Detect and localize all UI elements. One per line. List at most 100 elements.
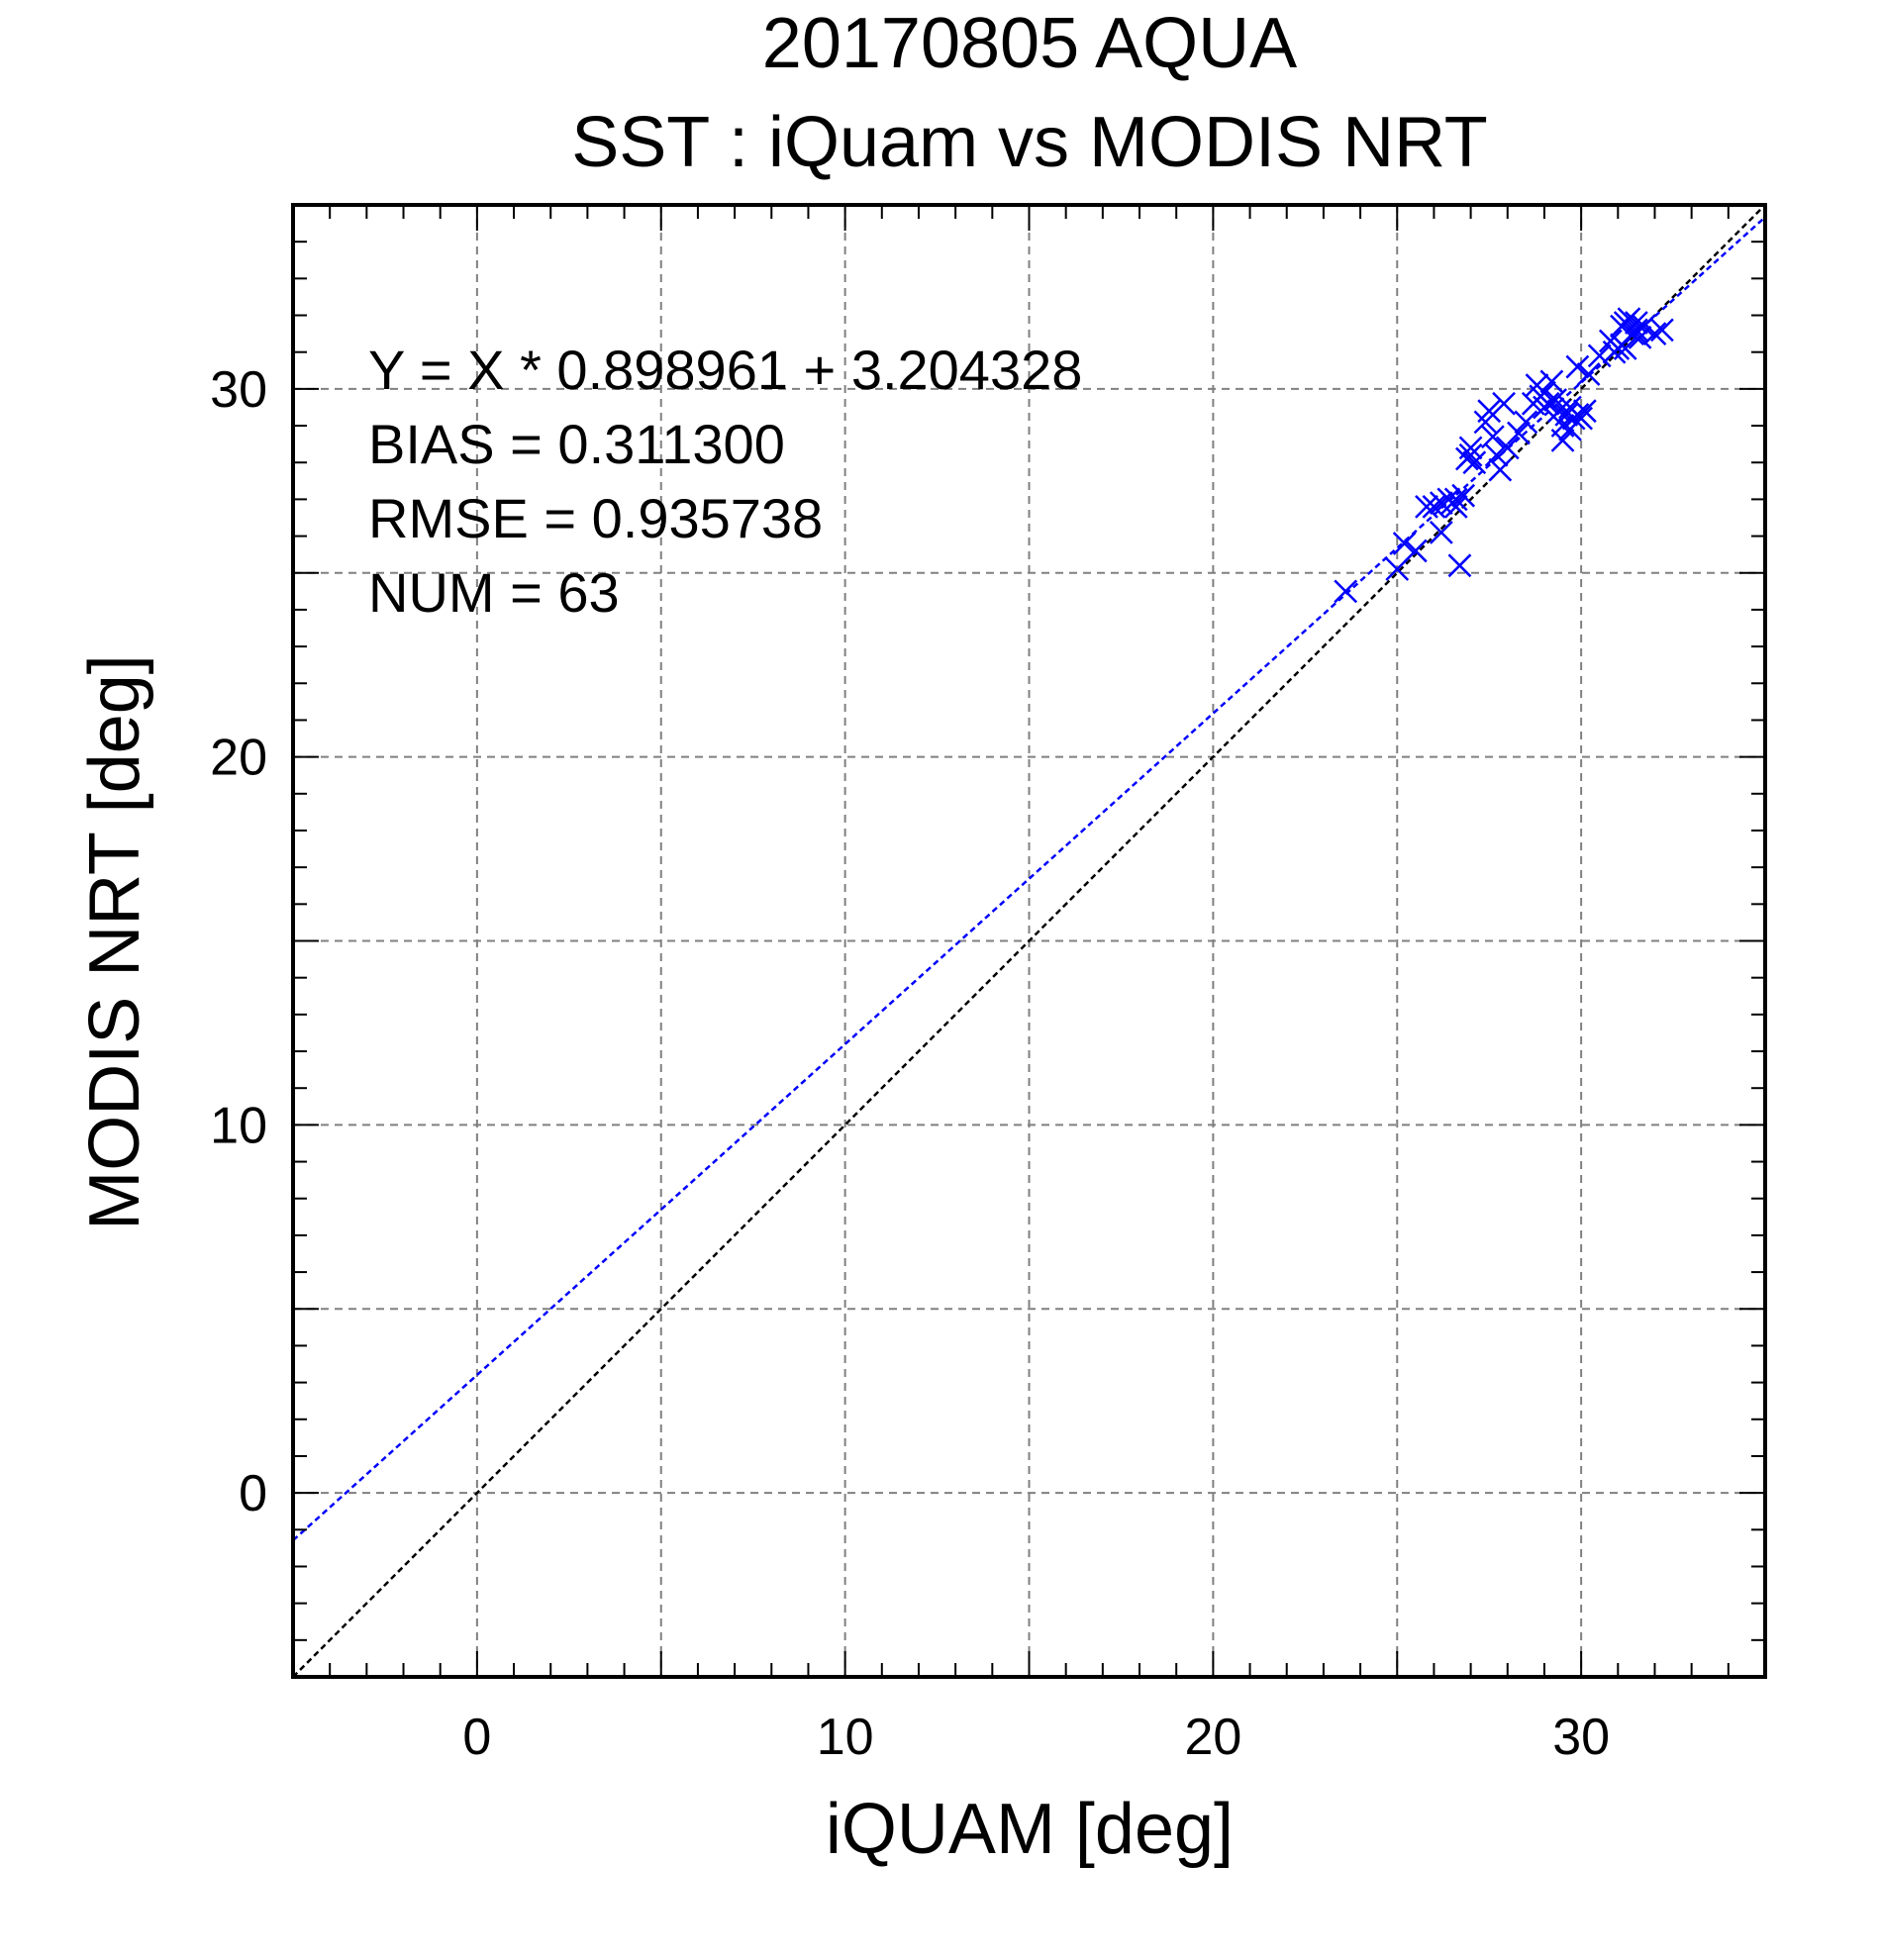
stats-rmse: RMSE = 0.935738 bbox=[368, 487, 823, 549]
x-axis-label: iQUAM [deg] bbox=[826, 1790, 1234, 1869]
marker-stroke bbox=[1625, 311, 1648, 335]
y-tick-label: 0 bbox=[239, 1465, 267, 1522]
data-point-marker bbox=[1554, 403, 1579, 427]
data-point-marker bbox=[1514, 410, 1538, 435]
data-point-marker bbox=[1642, 322, 1667, 345]
marker-stroke bbox=[1642, 322, 1667, 345]
marker-stroke bbox=[1429, 520, 1453, 544]
x-tick-label: 0 bbox=[462, 1709, 491, 1766]
marker-stroke bbox=[1587, 343, 1612, 368]
marker-stroke bbox=[1458, 442, 1483, 467]
marker-stroke bbox=[1543, 388, 1567, 412]
data-point-marker bbox=[1422, 494, 1446, 519]
data-point-marker bbox=[1451, 483, 1476, 508]
data-point-marker bbox=[1403, 539, 1428, 563]
identity-line bbox=[293, 205, 1765, 1677]
data-point-marker bbox=[1492, 391, 1516, 416]
marker-stroke bbox=[1617, 307, 1641, 332]
data-point-marker bbox=[1415, 494, 1438, 519]
chart-title: 20170805 AQUA bbox=[762, 4, 1297, 83]
data-point-marker bbox=[1429, 491, 1453, 516]
data-point-marker bbox=[1632, 314, 1656, 339]
marker-stroke bbox=[1477, 399, 1502, 424]
marker-stroke bbox=[1415, 494, 1438, 519]
data-point-marker bbox=[1617, 307, 1641, 332]
data-point-marker bbox=[1535, 391, 1560, 416]
marker-stroke bbox=[1569, 406, 1594, 431]
data-point-marker bbox=[1550, 429, 1575, 452]
marker-stroke bbox=[1514, 410, 1538, 435]
marker-stroke bbox=[1492, 391, 1516, 416]
data-point-marker bbox=[1392, 532, 1417, 555]
data-point-marker bbox=[1572, 399, 1597, 424]
data-point-marker bbox=[1495, 436, 1520, 460]
marker-stroke bbox=[1334, 579, 1358, 604]
marker-stroke bbox=[1422, 494, 1446, 519]
data-point-marker bbox=[1507, 421, 1531, 445]
data-point-marker bbox=[1334, 579, 1358, 604]
marker-stroke bbox=[1429, 491, 1453, 516]
marker-stroke bbox=[1632, 314, 1656, 339]
marker-stroke bbox=[1392, 532, 1417, 555]
marker-stroke bbox=[1443, 487, 1468, 512]
data-point-marker bbox=[1385, 557, 1410, 581]
data-point-marker bbox=[1447, 553, 1472, 578]
data-points bbox=[1334, 307, 1674, 604]
axis-ticks bbox=[293, 205, 1765, 1677]
data-point-marker bbox=[1481, 425, 1505, 449]
marker-stroke bbox=[1535, 391, 1560, 416]
data-point-marker bbox=[1462, 450, 1487, 475]
marker-stroke bbox=[1613, 337, 1637, 360]
data-point-marker bbox=[1576, 362, 1601, 386]
data-point-marker bbox=[1429, 520, 1453, 544]
data-point-marker bbox=[1477, 399, 1502, 424]
data-point-marker bbox=[1443, 494, 1468, 519]
tick-labels: 0 10 20 30 0 10 20 30 bbox=[210, 361, 1610, 1766]
stats-num: NUM = 63 bbox=[368, 561, 620, 624]
stats-regression: Y = X * 0.898961 + 3.204328 bbox=[368, 339, 1082, 401]
marker-stroke bbox=[1443, 494, 1468, 519]
data-point-marker bbox=[1458, 442, 1483, 467]
x-tick-label: 20 bbox=[1184, 1709, 1241, 1766]
marker-stroke bbox=[1565, 354, 1590, 379]
marker-stroke bbox=[1507, 421, 1531, 445]
marker-stroke bbox=[1550, 429, 1575, 452]
reference-lines bbox=[293, 205, 1765, 1677]
marker-stroke bbox=[1385, 557, 1410, 581]
data-point-marker bbox=[1484, 442, 1509, 467]
data-point-marker bbox=[1569, 406, 1594, 431]
stats-box: Y = X * 0.898961 + 3.204328 BIAS = 0.311… bbox=[368, 339, 1082, 624]
data-point-marker bbox=[1488, 457, 1513, 482]
x-tick-label: 10 bbox=[817, 1709, 874, 1766]
plot-frame bbox=[291, 203, 1767, 1679]
marker-stroke bbox=[1650, 318, 1674, 343]
marker-stroke bbox=[1488, 457, 1513, 482]
marker-stroke bbox=[1481, 425, 1505, 449]
data-point-marker bbox=[1625, 311, 1648, 335]
y-axis-label: MODIS NRT [deg] bbox=[75, 654, 154, 1230]
y-tick-label: 20 bbox=[210, 730, 267, 787]
regression-line bbox=[293, 216, 1765, 1542]
marker-stroke bbox=[1462, 450, 1487, 475]
marker-stroke bbox=[1447, 553, 1472, 578]
marker-stroke bbox=[1403, 539, 1428, 563]
data-point-marker bbox=[1539, 369, 1564, 394]
data-point-marker bbox=[1458, 436, 1483, 460]
data-point-marker bbox=[1613, 337, 1637, 360]
y-tick-label: 30 bbox=[210, 361, 267, 419]
marker-stroke bbox=[1539, 369, 1564, 394]
marker-stroke bbox=[1451, 483, 1476, 508]
marker-stroke bbox=[1458, 436, 1483, 460]
data-point-marker bbox=[1650, 318, 1674, 343]
marker-stroke bbox=[1625, 318, 1648, 343]
marker-stroke bbox=[1495, 436, 1520, 460]
data-point-marker bbox=[1565, 354, 1590, 379]
marker-stroke bbox=[1572, 399, 1597, 424]
data-point-marker bbox=[1587, 343, 1612, 368]
chart-subtitle: SST : iQuam vs MODIS NRT bbox=[571, 103, 1488, 182]
data-point-marker bbox=[1443, 487, 1468, 512]
y-tick-label: 10 bbox=[210, 1097, 267, 1154]
marker-stroke bbox=[1533, 380, 1556, 405]
